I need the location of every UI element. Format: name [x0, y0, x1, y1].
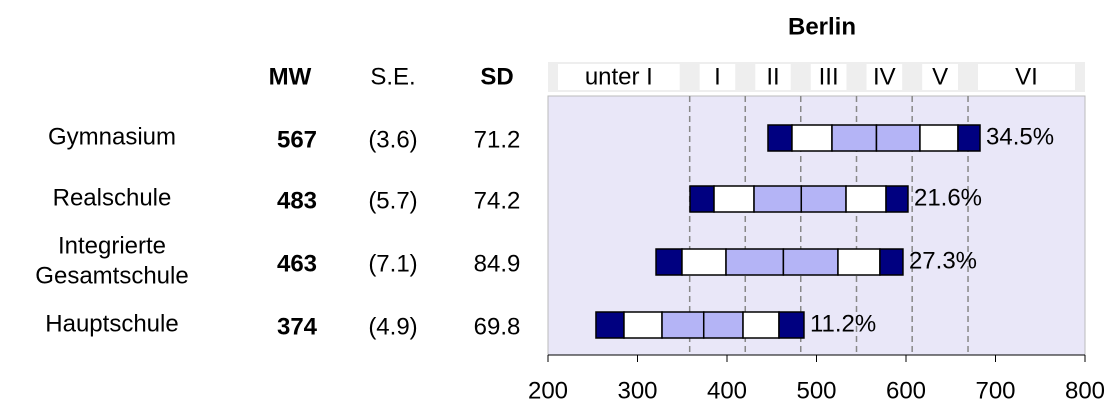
x-tick-label: 600 — [886, 377, 926, 404]
x-tick-label: 300 — [617, 377, 657, 404]
share-label: 27.3% — [909, 247, 977, 274]
percentile-band — [919, 124, 959, 152]
share-label: 11.2% — [810, 310, 876, 337]
percentile-band — [800, 185, 847, 213]
percentile-band — [767, 124, 793, 152]
x-tick-label: 200 — [528, 377, 568, 404]
row-label: Integrierte — [58, 232, 166, 259]
level-label: IV — [873, 63, 896, 90]
percentile-band — [725, 248, 785, 276]
level-box — [810, 64, 847, 90]
level-box — [978, 64, 1075, 90]
x-tick-label: 500 — [796, 377, 836, 404]
percentile-band — [713, 185, 755, 213]
percentile-band — [845, 185, 887, 213]
row-label: Realschule — [53, 184, 172, 211]
share-label: 21.6% — [914, 184, 982, 211]
percentile-band — [742, 311, 780, 339]
percentile-band — [661, 311, 705, 339]
standard-deviation: 71.2 — [474, 126, 521, 153]
standard-error: (4.9) — [368, 313, 417, 340]
standard-deviation: 74.2 — [474, 187, 521, 214]
percentile-band — [957, 124, 981, 152]
percentile-band — [778, 311, 805, 339]
column-header: S.E. — [370, 63, 415, 90]
level-label: III — [819, 63, 839, 90]
row-label: Gymnasium — [48, 123, 176, 150]
percentile-band — [831, 124, 878, 152]
level-label: unter I — [585, 63, 653, 90]
x-tick-label: 400 — [707, 377, 747, 404]
level-box — [922, 64, 959, 90]
standard-error: (3.6) — [368, 126, 417, 153]
percentile-band — [655, 248, 683, 276]
level-box — [866, 64, 903, 90]
level-box — [558, 64, 680, 90]
percentile-band — [681, 248, 727, 276]
level-box — [699, 64, 736, 90]
row-label: Gesamtschule — [35, 262, 188, 289]
mean-value: 374 — [277, 313, 318, 340]
chart-title: Berlin — [788, 13, 856, 40]
level-label: I — [714, 63, 721, 90]
level-label: VI — [1015, 63, 1038, 90]
standard-error: (7.1) — [368, 250, 417, 277]
percentile-band — [791, 124, 833, 152]
column-header: MW — [269, 63, 312, 90]
standard-deviation: 84.9 — [474, 250, 521, 277]
column-header: SD — [480, 63, 513, 90]
standard-error: (5.7) — [368, 187, 417, 214]
percentile-band — [702, 311, 744, 339]
percentile-band — [623, 311, 663, 339]
percentile-band — [837, 248, 881, 276]
level-label: II — [766, 63, 779, 90]
level-label: V — [932, 63, 948, 90]
percentile-band — [753, 185, 803, 213]
share-label: 34.5% — [986, 123, 1054, 150]
row-label: Hauptschule — [45, 310, 178, 337]
level-box — [755, 64, 791, 90]
percentile-band — [885, 185, 909, 213]
x-tick-label: 800 — [1065, 377, 1105, 404]
percentile-band — [782, 248, 839, 276]
mean-value: 483 — [277, 187, 317, 214]
percentile-band — [879, 248, 904, 276]
mean-value: 463 — [277, 250, 317, 277]
x-tick-label: 700 — [975, 377, 1015, 404]
standard-deviation: 69.8 — [474, 313, 521, 340]
percentile-band — [875, 124, 921, 152]
percentile-band — [595, 311, 625, 339]
percentile-band — [689, 185, 715, 213]
mean-value: 567 — [277, 126, 317, 153]
